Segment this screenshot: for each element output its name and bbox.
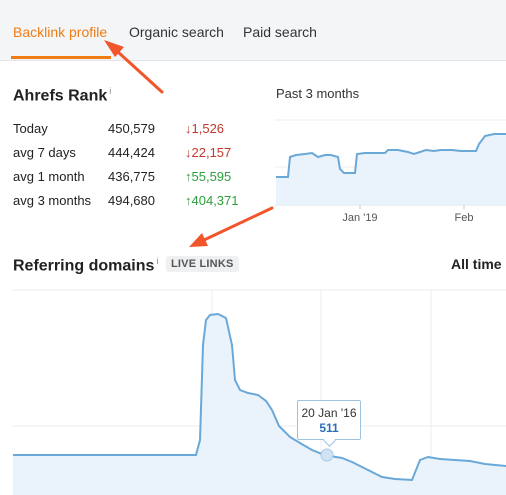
- rank-row-value: 436,775: [108, 169, 155, 184]
- active-tab-indicator: [11, 56, 111, 59]
- rank-row-label: avg 7 days: [13, 145, 76, 160]
- rd-chart-line: [13, 312, 506, 482]
- rank-row-change-value: 55,595: [191, 169, 232, 184]
- rank-row-change: ↑404,371: [185, 193, 239, 208]
- tab-backlink-profile[interactable]: Backlink profile: [13, 24, 108, 40]
- info-icon[interactable]: i: [109, 86, 112, 96]
- rank-row-change: ↓1,526: [185, 121, 224, 136]
- rank-row-avg-7-days: avg 7 days 444,424 ↓22,157: [13, 145, 283, 163]
- arrow-annotation-icon: [104, 40, 164, 94]
- rank-row-value: 444,424: [108, 145, 155, 160]
- ahrefs-rank-title-text: Ahrefs Rank: [13, 87, 108, 105]
- rank-chart: Jan '19 Feb: [275, 119, 506, 224]
- tab-bar: Backlink profile Organic search Paid sea…: [0, 0, 506, 61]
- referring-domains-title-text: Referring domains: [13, 257, 155, 275]
- rank-chart-tick-label: Jan '19: [342, 212, 377, 224]
- rd-chart-area: [13, 314, 506, 495]
- time-range-selector[interactable]: All time: [451, 256, 502, 272]
- tooltip-value: 511: [319, 421, 339, 435]
- arrow-up-icon: ↑: [185, 169, 192, 184]
- rank-row-change-value: 404,371: [191, 193, 239, 208]
- rank-chart-area: [276, 134, 506, 205]
- chart-tooltip: 20 Jan '16 511: [297, 400, 361, 440]
- rank-row-change: ↓22,157: [185, 145, 231, 160]
- tab-paid-search[interactable]: Paid search: [243, 24, 317, 40]
- ahrefs-rank-title: Ahrefs Rank i: [13, 86, 111, 105]
- rank-row-label: Today: [13, 121, 48, 136]
- rank-row-avg-3-months: avg 3 months 494,680 ↑404,371: [13, 193, 283, 211]
- referring-domains-title: Referring domains i: [13, 256, 158, 275]
- rank-row-change-value: 1,526: [191, 121, 225, 136]
- arrow-down-icon: ↓: [185, 121, 192, 136]
- rank-row-change-value: 22,157: [191, 145, 232, 160]
- rank-chart-tick-label: Feb: [455, 212, 474, 224]
- tab-organic-search[interactable]: Organic search: [129, 24, 224, 40]
- arrow-up-icon: ↑: [185, 193, 192, 208]
- rank-row-value: 494,680: [108, 193, 155, 208]
- tooltip-date: 20 Jan '16: [301, 406, 357, 420]
- rank-row-change: ↑55,595: [185, 169, 231, 184]
- arrow-down-icon: ↓: [185, 145, 192, 160]
- live-links-button[interactable]: LIVE LINKS: [166, 256, 239, 272]
- rank-chart-period-label: Past 3 months: [276, 86, 360, 101]
- rank-row-today: Today 450,579 ↓1,526: [13, 121, 283, 139]
- info-icon[interactable]: i: [156, 256, 159, 266]
- rank-row-label: avg 3 months: [13, 193, 92, 208]
- referring-domains-chart: [13, 289, 506, 495]
- arrow-annotation-icon: [189, 206, 274, 247]
- rank-chart-line: [276, 133, 506, 178]
- rank-row-value: 450,579: [108, 121, 155, 136]
- rank-row-avg-1-month: avg 1 month 436,775 ↑55,595: [13, 169, 283, 187]
- rank-row-label: avg 1 month: [13, 169, 85, 184]
- rd-chart-hover-point[interactable]: [320, 448, 334, 462]
